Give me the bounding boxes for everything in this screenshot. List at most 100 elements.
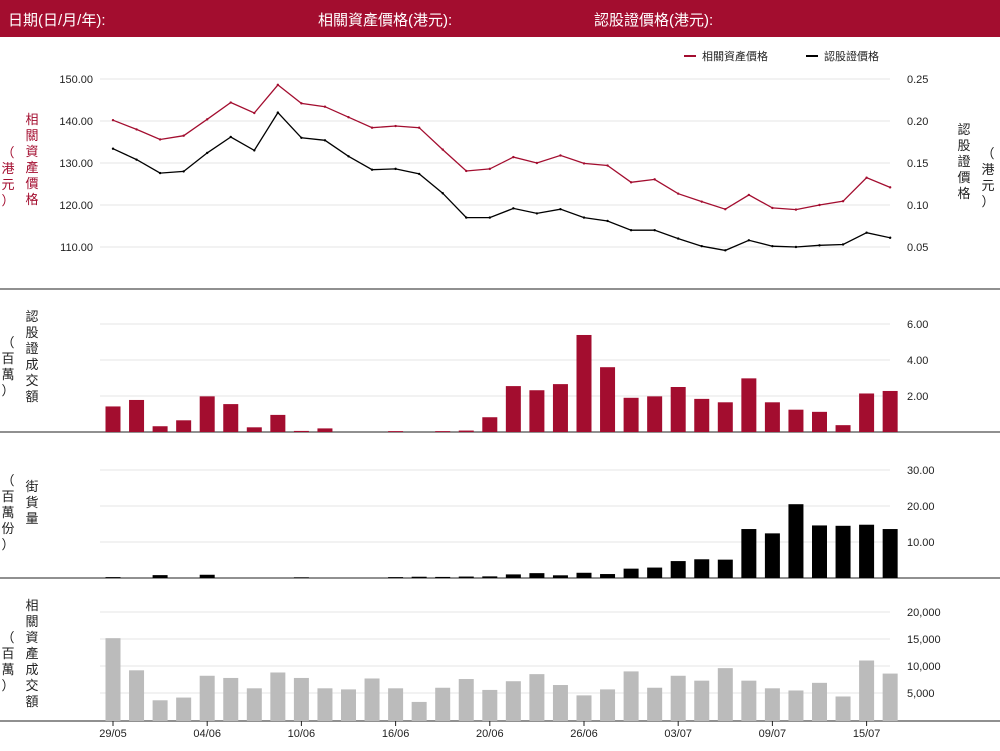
warrant-price-point (865, 231, 868, 234)
underlying-turnover-bar (764, 688, 780, 721)
underlying-turnover-bar (482, 689, 498, 721)
y-tick: 5,000 (907, 688, 935, 700)
y-tick: 10,000 (907, 661, 941, 673)
underlying-turnover-axis-label: 相關資產成交額 (24, 598, 40, 710)
outstanding-bar (388, 577, 404, 578)
underlying-turnover-bar (717, 668, 733, 721)
underlying-price-label: 相關資產價格(港元): (318, 12, 453, 29)
warrant-turnover-bar (270, 414, 286, 432)
warrant-turnover-bar (600, 367, 616, 432)
underlying-price-point (700, 200, 703, 203)
warrant-turnover-bar (293, 430, 309, 432)
y-left-axis-label-char: 產 (25, 160, 39, 175)
warrant-price-point (606, 219, 609, 223)
warrant-price-point (182, 170, 185, 173)
warrant-turnover-bar (788, 409, 804, 432)
legend-underlying-label: 相關資產價格 (702, 49, 768, 63)
outstanding-bar (435, 576, 451, 578)
x-tick-label: 03/07 (664, 728, 692, 740)
y-right-unit-label-char: 元 (981, 178, 995, 193)
warrant-turnover-bar (435, 431, 451, 432)
outstanding-bar (458, 576, 474, 578)
warrant-price-point (747, 239, 751, 242)
warrant-turnover-bar (764, 402, 780, 432)
underlying-price-point (111, 118, 115, 122)
warrant-price-point (582, 216, 586, 219)
underlying-price-point (841, 200, 845, 203)
underlying-turnover-bar (317, 688, 333, 721)
underlying-turnover-unit-label-char: 萬 (1, 662, 15, 677)
underlying-price-point (582, 162, 586, 165)
underlying-turnover-bar (105, 638, 121, 721)
x-tick-label: 10/06 (288, 728, 316, 740)
outstanding-axis-label-char: 量 (25, 511, 39, 526)
outstanding-unit-label-char: （ (1, 473, 15, 488)
underlying-turnover-bar (623, 671, 639, 721)
underlying-price-point (229, 101, 232, 104)
underlying-price-line (112, 83, 891, 211)
outstanding-bar (717, 559, 733, 578)
underlying-turnover-bar (293, 677, 309, 721)
warrant-turnover-axis-label-char: 成 (25, 357, 39, 372)
y-right-tick: 0.25 (907, 74, 928, 86)
warrant-price-point (300, 136, 303, 139)
y-right-tick: 0.20 (907, 116, 928, 128)
warrant-turnover-bar (129, 399, 145, 432)
warrant-turnover-bar (223, 404, 239, 432)
warrant-price-point (700, 244, 703, 248)
underlying-price-point (300, 102, 303, 105)
y-left-axis-label-char: 關 (25, 128, 39, 143)
warrant-price-point (111, 147, 115, 150)
warrant-turnover-unit-label-char: 百 (1, 351, 15, 366)
underlying-turnover-bar (788, 690, 804, 721)
underlying-turnover-bar (529, 674, 545, 721)
y-left-unit-label: （港元） (0, 145, 16, 209)
underlying-price-point (441, 148, 444, 151)
warrant-price-point (888, 236, 892, 239)
y-left-tick: 140.00 (59, 116, 93, 128)
warrant-price-point (535, 212, 539, 215)
underlying-price-point (182, 134, 185, 137)
underlying-price-point (888, 186, 892, 189)
warrant-price-point (158, 171, 162, 175)
underlying-turnover-bar (741, 680, 757, 721)
underlying-turnover-bar (600, 689, 616, 721)
outstanding-axis-label-char: 貨 (25, 495, 39, 510)
outstanding-bar (623, 568, 639, 578)
outstanding-bar (105, 577, 121, 578)
x-tick-label: 20/06 (476, 728, 504, 740)
outstanding-bar (764, 533, 780, 578)
warrant-price-point (841, 243, 845, 246)
underlying-price-point (488, 167, 491, 171)
y-right-axis-label-char: 格 (957, 186, 971, 201)
y-left-axis-label-char: 價 (25, 176, 39, 191)
underlying-turnover-bar (505, 681, 521, 721)
underlying-price-point (512, 155, 515, 159)
underlying-turnover-unit-label-char: ） (1, 678, 15, 693)
underlying-price-point (629, 181, 633, 184)
underlying-turnover-bar (458, 679, 474, 721)
warrant-turnover-bar (482, 417, 498, 432)
underlying-price-point (794, 208, 798, 211)
warrant-price-point (347, 155, 350, 158)
outstanding-bar (576, 572, 592, 578)
y-right-unit-label-char: ） (981, 194, 995, 209)
outstanding-bar (199, 574, 215, 578)
warrant-price-point (229, 135, 232, 139)
outstanding-bar (741, 529, 757, 578)
underlying-turnover-axis-label-char: 產 (25, 646, 39, 661)
underlying-price-point (158, 138, 162, 141)
warrant-price-point (653, 229, 656, 232)
y-right-unit-label-char: （ (981, 146, 995, 161)
underlying-turnover-bar (199, 675, 215, 721)
warrant-chart: 150.00 140.00 130.00 120.00 110.00 0.25 0.20 0.… (0, 49, 1000, 740)
underlying-turnover-unit-label-char: 百 (1, 646, 15, 661)
underlying-price-point (771, 206, 774, 210)
underlying-price-point (747, 193, 751, 197)
underlying-price-point (865, 176, 868, 179)
outstanding-bar (694, 559, 710, 578)
warrant-turnover-bar (505, 386, 521, 432)
warrant-turnover-unit-label-char: （ (1, 335, 15, 350)
warrant-turnover-bar (246, 427, 262, 432)
y-left-tick: 110.00 (60, 242, 93, 254)
